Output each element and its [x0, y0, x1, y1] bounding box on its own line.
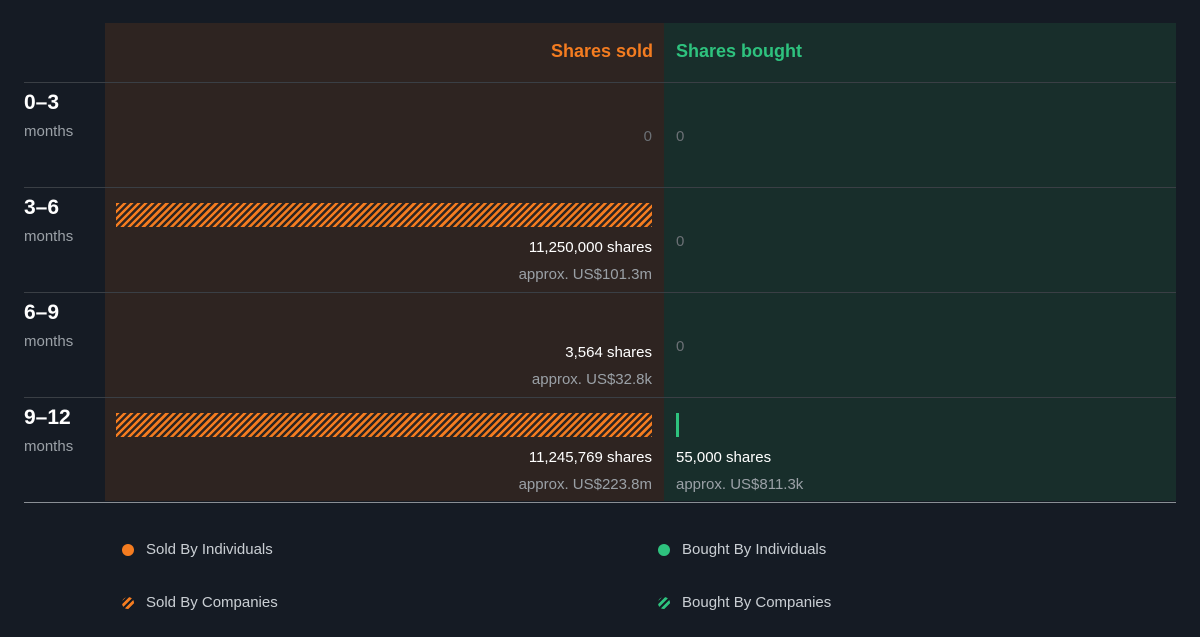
period-label: 9–12 months — [24, 406, 73, 456]
bought-bar — [676, 413, 679, 437]
period-unit: months — [24, 228, 74, 245]
period-unit: months — [24, 123, 74, 140]
sold-shares-label: 3,564 shares — [565, 344, 652, 361]
row-divider — [24, 292, 1176, 293]
period-label: 0–3 months — [24, 91, 73, 141]
period-range: 6–9 — [24, 301, 60, 324]
period-label: 6–9 months — [24, 301, 73, 351]
period-unit: months — [24, 333, 74, 350]
row-divider — [24, 397, 1176, 398]
legend-item: Sold By Individuals — [122, 541, 273, 558]
legend-item: Bought By Companies — [658, 594, 831, 611]
shares-bought-panel — [664, 23, 1176, 501]
row-divider — [24, 502, 1176, 503]
legend-label: Bought By Companies — [682, 594, 832, 611]
legend-label: Sold By Individuals — [146, 541, 273, 558]
sold-bar — [116, 413, 652, 437]
sold-value: 11,245,769 shares approx. US$223.8m — [519, 449, 652, 494]
legend-hatch-icon — [658, 596, 670, 609]
shares-bought-header: Shares bought — [676, 41, 803, 61]
sold-shares-label: 11,250,000 shares — [528, 239, 652, 256]
bought-shares-label: 55,000 shares — [676, 449, 772, 466]
row-divider — [24, 82, 1176, 83]
legend-dot-icon — [658, 543, 670, 556]
legend-hatch-icon — [122, 596, 134, 609]
bought-zero-label: 0 — [676, 338, 685, 355]
legend-item: Sold By Companies — [122, 594, 278, 611]
period-range: 9–12 — [24, 406, 71, 429]
period-range: 0–3 — [24, 91, 60, 114]
sold-shares-label: 11,245,769 shares — [528, 449, 652, 466]
bought-zero-label: 0 — [676, 233, 685, 250]
legend-dot-icon — [122, 543, 134, 556]
period-unit: months — [24, 438, 74, 455]
sold-bar — [116, 203, 652, 227]
bought-approx-value: approx. US$811.3k — [676, 476, 804, 493]
sold-value: 11,250,000 shares approx. US$101.3m — [519, 239, 652, 284]
row-divider — [24, 187, 1176, 188]
sold-value: 3,564 shares approx. US$32.8k — [532, 344, 652, 389]
sold-approx-value: approx. US$32.8k — [531, 371, 652, 388]
period-range: 3–6 — [24, 196, 60, 219]
bought-value: 55,000 shares approx. US$811.3k — [676, 449, 803, 494]
bought-zero-label: 0 — [676, 128, 685, 145]
legend-item: Bought By Individuals — [658, 541, 826, 558]
period-label: 3–6 months — [24, 196, 73, 246]
shares-sold-header: Shares sold — [550, 41, 653, 61]
sold-approx-value: approx. US$101.3m — [518, 266, 652, 283]
legend-label: Bought By Individuals — [682, 541, 827, 558]
sold-zero-label: 0 — [643, 128, 652, 145]
legend-label: Sold By Companies — [146, 594, 278, 611]
sold-approx-value: approx. US$223.8m — [518, 476, 652, 493]
